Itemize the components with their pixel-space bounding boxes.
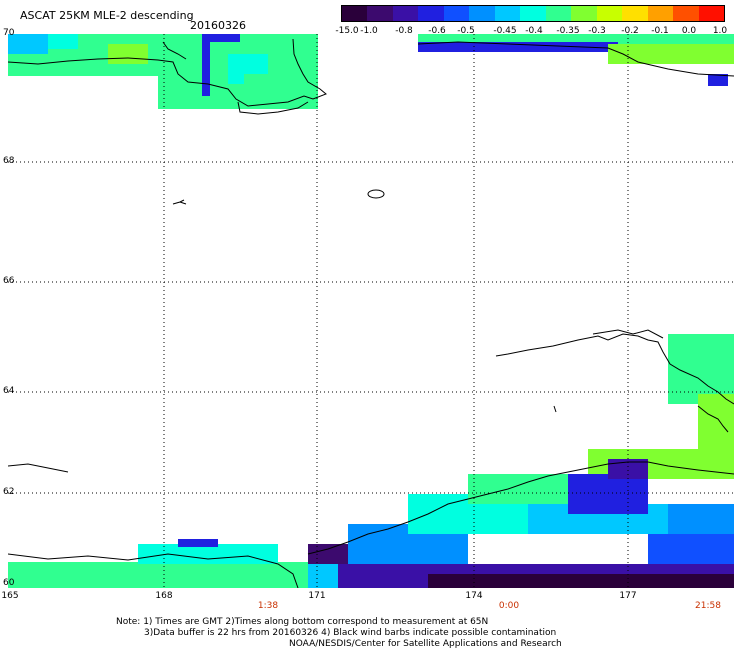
swath-bottom [428, 574, 734, 588]
swath-cell [698, 394, 734, 454]
lon-label: 174 [465, 591, 483, 601]
st-lawrence-south-coast [8, 553, 299, 588]
lat-label: 64 [3, 386, 15, 396]
lat-label: 60 [3, 578, 15, 588]
alaska-north-coast [417, 41, 734, 77]
colorbar-swatch [418, 6, 444, 21]
time-label: 1:38 [257, 601, 279, 611]
lon-label: 165 [1, 591, 19, 601]
chukotka-coast [8, 38, 327, 107]
swath-cell [48, 34, 78, 49]
lon-label: 171 [308, 591, 326, 601]
colorbar-tick-label: -0.8 [395, 26, 413, 36]
colorbar-swatch [596, 6, 623, 21]
note-line-2: 3)Data buffer is 22 hrs from 20160326 4)… [144, 628, 557, 638]
colorbar-tick-label: -0.5 [457, 26, 475, 36]
swath-bottom [178, 539, 218, 547]
colorbar-swatch [698, 6, 725, 21]
graticule [8, 34, 734, 588]
note-line-1: Note: 1) Times are GMT 2)Times along bot… [116, 617, 489, 627]
colorbar-swatch [520, 6, 546, 21]
colorbar-swatch [443, 6, 470, 21]
note-line-3: NOAA/NESDIS/Center for Satellite Applica… [289, 639, 562, 649]
colorbar-swatch [571, 6, 597, 21]
diomede-island [367, 189, 385, 199]
lat-label: 70 [3, 28, 15, 38]
west-coast-fragment [8, 463, 69, 473]
seward-peninsula-coast [495, 333, 734, 405]
colorbar-tick-label: -1.0 [360, 26, 378, 36]
colorbar-swatch [469, 6, 495, 21]
swath-bottom [8, 562, 308, 588]
colorbar-swatch [622, 6, 648, 21]
lat-label: 62 [3, 487, 15, 497]
lon-label: 177 [619, 591, 637, 601]
colorbar-tick-label: -0.2 [621, 26, 639, 36]
wind-swaths [8, 34, 734, 588]
sledge-island [553, 405, 557, 413]
map-title: ASCAT 25KM MLE-2 descending [20, 9, 194, 22]
chukotka-coast-north [162, 41, 187, 60]
coastlines [8, 38, 734, 588]
swath-cell [108, 44, 148, 64]
map-date: 20160326 [190, 19, 246, 32]
colorbar-tick-label: 1.0 [712, 26, 728, 36]
colorbar-swatch [342, 6, 368, 21]
seward-north-coast [592, 329, 664, 339]
colorbar-tick-label: -0.6 [428, 26, 446, 36]
colorbar-swatch [367, 6, 393, 21]
swath-bottom [138, 544, 278, 564]
colorbar-tick-label: -0.4 [525, 26, 543, 36]
colorbar-swatch [545, 6, 572, 21]
bay-coast [237, 101, 309, 115]
swath-cell [202, 34, 210, 96]
time-label: 21:58 [695, 601, 721, 611]
colorbar-tick-label: -0.1 [651, 26, 669, 36]
colorbar-swatch [647, 6, 674, 21]
swath-cell [418, 42, 618, 52]
swath-bottom [308, 544, 348, 564]
lat-label: 68 [3, 156, 15, 166]
swath-bottom [648, 534, 734, 564]
colorbar-tick-label: -0.35 [556, 26, 580, 36]
swath-bottom [568, 474, 648, 514]
colorbar-swatch [673, 6, 699, 21]
st-lawrence-island-coast [307, 461, 734, 555]
colorbar-tick-label: 0.0 [681, 26, 697, 36]
swath-cell [244, 74, 304, 106]
colorbar-tick-label: -0.3 [588, 26, 606, 36]
small-island-west [172, 199, 187, 205]
colorbar-tick-label: -15.0 [335, 26, 359, 36]
swath-cell [8, 34, 48, 54]
colorbar-swatch [494, 6, 521, 21]
swath-cell [708, 74, 728, 86]
yukon-delta-coast [697, 405, 729, 433]
swath-cell [210, 34, 240, 42]
lon-label: 168 [155, 591, 173, 601]
lat-label: 66 [3, 276, 15, 286]
map-plot [8, 34, 734, 588]
colorbar [341, 5, 725, 22]
colorbar-swatch [392, 6, 419, 21]
swath-cell [608, 44, 734, 64]
swath-bottom [608, 459, 648, 479]
time-label: 0:00 [498, 601, 520, 611]
colorbar-tick-label: -0.45 [493, 26, 517, 36]
